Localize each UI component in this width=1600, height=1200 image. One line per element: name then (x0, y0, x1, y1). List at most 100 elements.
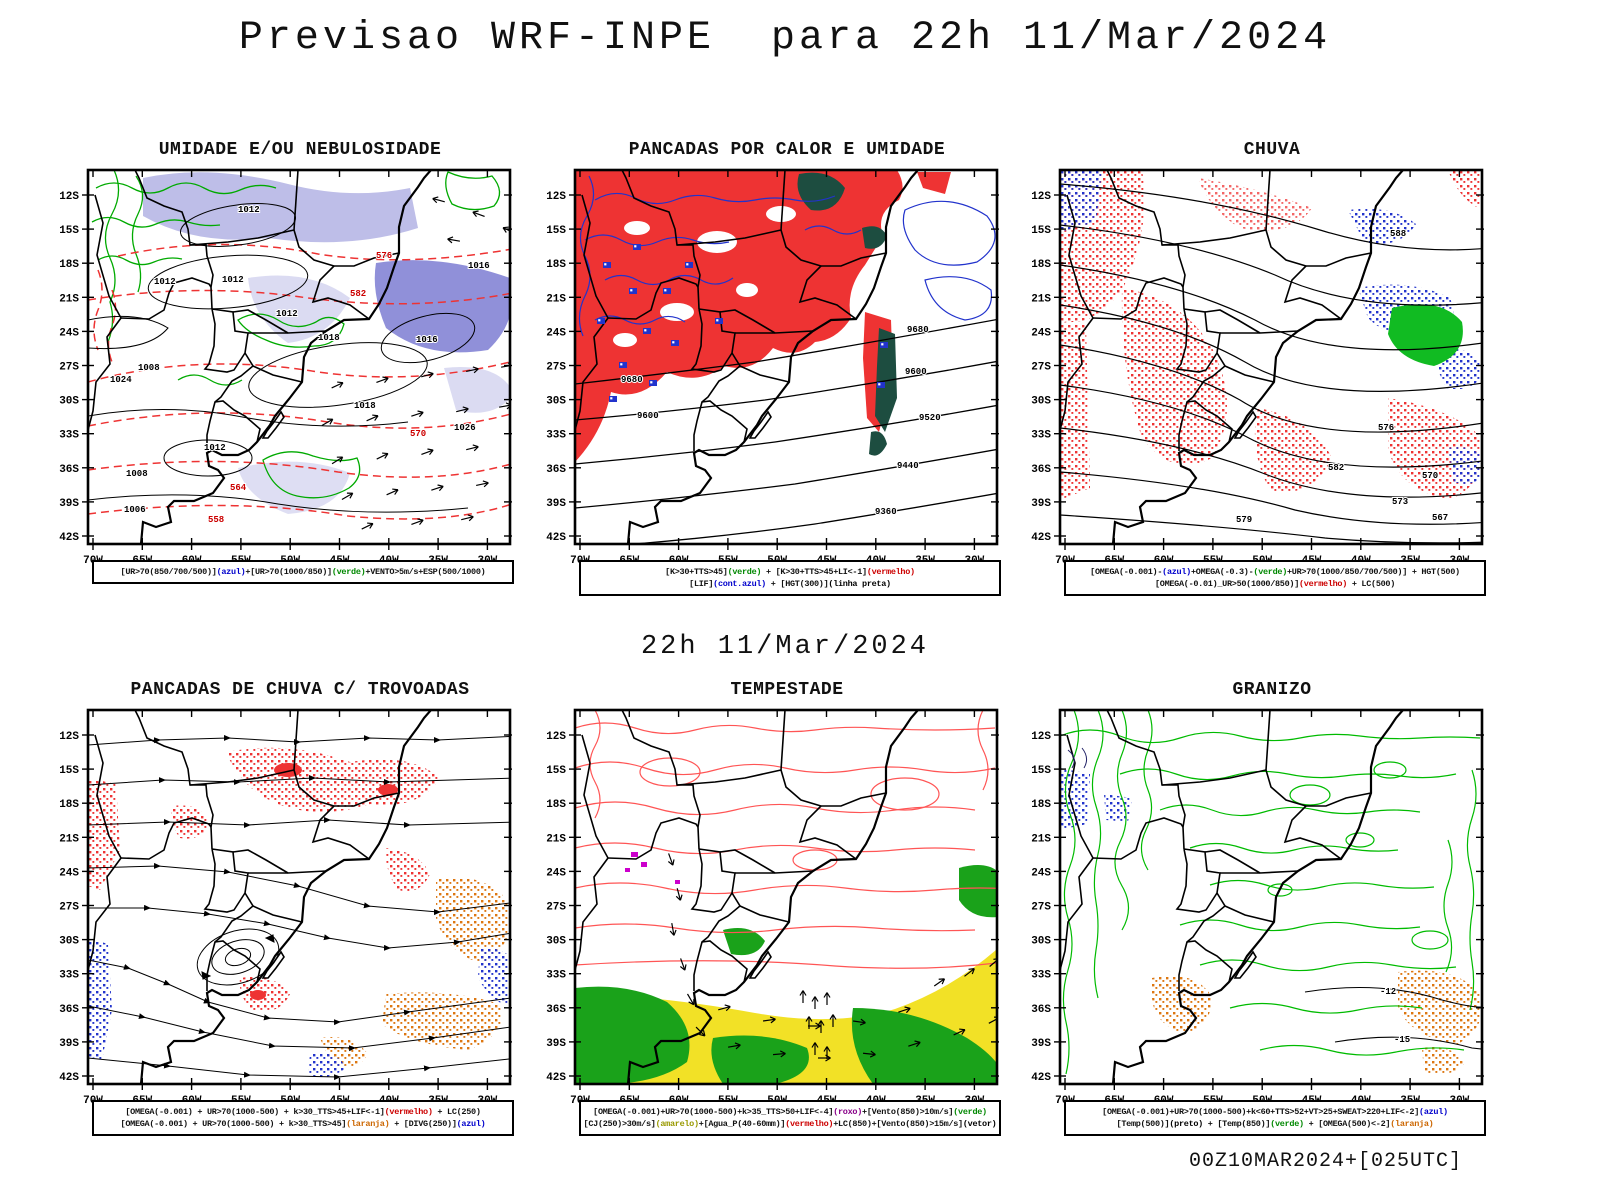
contour-labels: -12 -15 (1379, 986, 1411, 1046)
svg-text:33S: 33S (1031, 430, 1051, 442)
panel-chuva: CHUVA (1022, 140, 1492, 660)
svg-text:567: 567 (1432, 513, 1448, 523)
svg-text:39S: 39S (1031, 1038, 1051, 1050)
svg-text:18S: 18S (59, 799, 79, 811)
temp500-black-contours (1304, 987, 1482, 1050)
svg-text:582: 582 (350, 289, 366, 299)
legend-line: [OMEGA(-0.001)+UR>70(1000-500)+k<60+TTS>… (1102, 1107, 1448, 1117)
svg-text:12S: 12S (59, 191, 79, 203)
svg-text:27S: 27S (1031, 902, 1051, 914)
axis-ticks: 12S15S18S21S24S27S30S33S36S39S42S70W65W6… (546, 710, 999, 1107)
svg-text:36S: 36S (1031, 1004, 1051, 1016)
svg-text:1012: 1012 (154, 277, 176, 287)
svg-text:9680: 9680 (621, 375, 643, 385)
svg-text:1012: 1012 (204, 443, 226, 453)
svg-text:21S: 21S (546, 833, 566, 845)
lc850-red-contours (575, 710, 997, 969)
map-pancadas-calor: 9680 9680 9600 9600 9520 9440 9360 12S 15S 18S 21… (546, 168, 999, 567)
legend-line: [LIF](cont.azul) + [HGT(300)](linha pret… (689, 579, 891, 589)
svg-text:9600: 9600 (905, 367, 927, 377)
svg-text:36S: 36S (546, 1004, 566, 1016)
svg-text:9600: 9600 (637, 411, 659, 421)
svg-text:12S: 12S (546, 731, 566, 743)
map-frame (573, 708, 999, 1086)
legend-granizo: [OMEGA(-0.001)+UR>70(1000-500)+k<60+TTS>… (1064, 1100, 1486, 1136)
svg-text:576: 576 (1378, 423, 1394, 433)
map-frame (86, 708, 512, 1086)
storm-purple-areas (625, 852, 680, 884)
svg-text:582: 582 (1328, 463, 1344, 473)
svg-text:15S: 15S (59, 765, 79, 777)
svg-text:27S: 27S (59, 362, 79, 374)
svg-text:36S: 36S (546, 464, 566, 476)
panel-title-umidade: UMIDADE E/OU NEBULOSIDADE (158, 140, 442, 160)
svg-text:30S: 30S (1031, 936, 1051, 948)
svg-text:9360: 9360 (875, 507, 897, 517)
svg-text:33S: 33S (59, 970, 79, 982)
svg-text:42S: 42S (1031, 1072, 1051, 1084)
svg-text:42S: 42S (546, 1072, 566, 1084)
map-granizo: -12 -15 12S 15S 18S 21S 24S 27S 30S 33S 36S 39S 42S… (1031, 708, 1484, 1107)
axis-ticks: 12S15S18S21S24S27S30S33S36S39S42S70W65W6… (1031, 710, 1484, 1107)
svg-text:1012: 1012 (276, 309, 298, 319)
svg-text:576: 576 (376, 251, 392, 261)
svg-text:9440: 9440 (897, 461, 919, 471)
svg-text:1012: 1012 (222, 275, 244, 285)
svg-text:9520: 9520 (919, 413, 941, 423)
rh-green-contours (91, 170, 501, 499)
svg-text:1008: 1008 (138, 363, 160, 373)
legend-line: [OMEGA(-0.01)_UR>50(1000/850)](vermelho)… (1154, 579, 1396, 589)
svg-text:36S: 36S (1031, 464, 1051, 476)
panel-pancadas-calor: PANCADAS POR CALOR E UMIDADE (537, 140, 1007, 660)
navy-scribbles (1067, 747, 1088, 769)
svg-text:21S: 21S (59, 293, 79, 305)
svg-text:-12: -12 (1380, 987, 1396, 997)
map-umidade: 1012 1012 1012 1016 1012 1018 1016 1008 1024 1018… (59, 168, 512, 567)
svg-text:42S: 42S (59, 1072, 79, 1084)
map-pancadas-trovoadas: 12S15S18S21S24S27S30S33S36S39S42S70W65W6… (59, 708, 512, 1107)
svg-text:9680: 9680 (907, 325, 929, 335)
panel-umidade: UMIDADE E/OU NEBULOSIDADE (50, 140, 520, 660)
legend-pancadas-trovoadas: [OMEGA(-0.001) + UR>70(1000-500) + k>30_… (92, 1100, 514, 1136)
panel-title-pancadas-trovoadas: PANCADAS DE CHUVA C/ TROVOADAS (130, 680, 470, 700)
rain-green-area (1388, 304, 1463, 366)
panel-granizo: GRANIZO (1022, 680, 1492, 1200)
svg-text:21S: 21S (546, 293, 566, 305)
svg-text:564: 564 (230, 483, 247, 493)
footer-run-info: 00Z10MAR2024+[025UTC] (1188, 1150, 1462, 1173)
axis-ticks: 12S15S18S21S24S27S30S33S36S39S42S70W65W6… (546, 170, 999, 567)
center-date: 22h 11/Mar/2024 (640, 632, 930, 662)
legend-line: [OMEGA(-0.001) + UR>70(1000-500) + k>30_… (120, 1119, 486, 1129)
svg-text:1018: 1018 (354, 401, 376, 411)
svg-text:21S: 21S (1031, 833, 1051, 845)
legend-pancadas-calor: [K>30+TTS>45](verde) + [K>30+TTS>45+LI<-… (579, 560, 1001, 596)
svg-text:24S: 24S (1031, 867, 1051, 879)
svg-text:27S: 27S (546, 902, 566, 914)
svg-text:15S: 15S (546, 225, 566, 237)
svg-text:21S: 21S (1031, 293, 1051, 305)
svg-text:24S: 24S (59, 327, 79, 339)
svg-text:18S: 18S (546, 259, 566, 271)
page-title: Previsao WRF-INPE para 22h 11/Mar/2024 (238, 16, 1332, 61)
svg-text:15S: 15S (1031, 765, 1051, 777)
svg-text:1016: 1016 (468, 261, 490, 271)
svg-text:-15: -15 (1394, 1035, 1410, 1045)
wind850-green-areas (575, 865, 997, 1084)
svg-text:27S: 27S (1031, 362, 1051, 374)
svg-text:1018: 1018 (318, 333, 340, 343)
legend-line: [OMEGA(-0.001)-(azul)+OMEGA(-0.3)-(verde… (1090, 567, 1460, 577)
svg-text:15S: 15S (59, 225, 79, 237)
svg-text:30S: 30S (546, 396, 566, 408)
svg-text:570: 570 (1422, 471, 1438, 481)
svg-text:36S: 36S (59, 1004, 79, 1016)
svg-text:39S: 39S (1031, 498, 1051, 510)
lc250-streamlines (88, 734, 510, 1081)
svg-text:1024: 1024 (110, 375, 132, 385)
svg-text:1026: 1026 (454, 423, 476, 433)
svg-text:42S: 42S (1031, 532, 1051, 544)
svg-text:33S: 33S (1031, 970, 1051, 982)
svg-text:30S: 30S (59, 396, 79, 408)
svg-text:12S: 12S (59, 731, 79, 743)
panel-title-granizo: GRANIZO (1232, 680, 1312, 700)
svg-text:33S: 33S (546, 430, 566, 442)
